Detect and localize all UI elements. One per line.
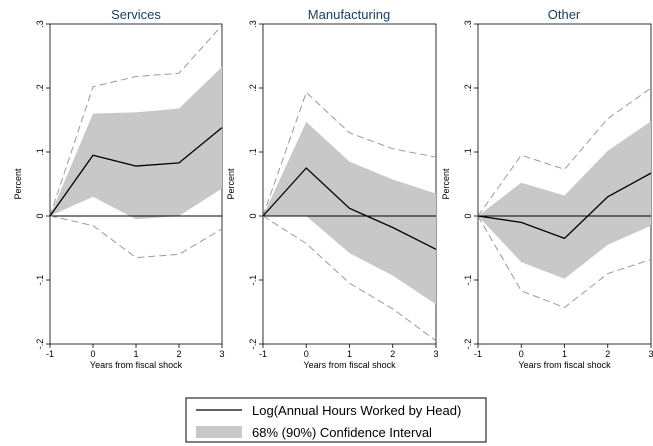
panel-title: Services [111,7,161,22]
point-estimate-line [49,127,223,217]
panel-title: Other [548,7,581,22]
x-tick-label: 3 [219,349,224,359]
x-tick-label: 3 [433,349,438,359]
ci90-lower-line [262,215,437,342]
y-tick-label: 0 [35,213,45,218]
ci90-lower-line [477,215,652,309]
y-tick-label: .1 [463,148,473,156]
x-tick-label: 2 [605,349,610,359]
y-tick-label: -.2 [35,339,45,350]
legend: Log(Annual Hours Worked by Head) 68% (90… [185,397,487,443]
x-tick-label: 0 [90,349,95,359]
ci68-band [478,121,651,279]
y-tick-label: -.1 [248,275,258,286]
x-tick-label: 0 [519,349,524,359]
y-axis-title: Percent [441,168,451,200]
x-axis-title: Years from fiscal shock [518,360,611,370]
x-tick-label: 0 [304,349,309,359]
legend-band-swatch [196,426,242,438]
x-tick-label: 1 [133,349,138,359]
y-tick-label: .3 [463,20,473,28]
chart-panel-0: Services -.2 -.1 0 .1 .2 .3 Percent -1 0 1 2 3 Years … [13,7,225,370]
y-axis-title: Percent [13,168,23,200]
y-tick-label: -.2 [248,339,258,350]
chart-panel-2: Other -.2 -.1 0 .1 .2 .3 Percent -1 0 1 2 3 Years fro… [441,7,653,370]
y-tick-label: 0 [463,213,473,218]
point-estimate-line [262,167,437,250]
y-tick-label: .3 [248,20,258,28]
chart-panels: Services -.2 -.1 0 .1 .2 .3 Percent -1 0 1 2 3 Years … [13,7,653,370]
y-tick-label: .2 [248,84,258,92]
legend-band-label: 68% (90%) Confidence Interval [252,425,432,440]
y-tick-label: .1 [248,148,258,156]
x-tick-label: 1 [347,349,352,359]
y-tick-label: .1 [35,148,45,156]
legend-line-label: Log(Annual Hours Worked by Head) [252,403,461,418]
y-tick-label: -.1 [35,275,45,286]
x-tick-label: -1 [46,349,54,359]
ci68-band [50,66,222,220]
x-axis-title: Years from fiscal shock [303,360,396,370]
x-tick-label: -1 [259,349,267,359]
x-axis-title: Years from fiscal shock [90,360,183,370]
chart-panel-1: Manufacturing -.2 -.1 0 .1 .2 .3 Percent -1 0 1 2 3 Y… [226,7,439,370]
point-estimate-line [477,172,652,240]
x-tick-label: -1 [474,349,482,359]
y-tick-label: .3 [35,20,45,28]
y-tick-label: -.2 [463,339,473,350]
x-tick-label: 2 [390,349,395,359]
x-tick-label: 2 [176,349,181,359]
y-tick-label: .2 [35,84,45,92]
y-axis-title: Percent [226,168,236,200]
ci90-upper-line [262,91,437,217]
y-tick-label: -.1 [463,275,473,286]
x-tick-label: 1 [562,349,567,359]
y-tick-label: .2 [463,84,473,92]
panel-title: Manufacturing [308,7,390,22]
x-tick-label: 3 [648,349,653,359]
ci90-upper-line [477,87,652,217]
ci90-upper-line [49,24,223,217]
y-tick-label: 0 [248,213,258,218]
ci90-lower-line [49,215,223,259]
